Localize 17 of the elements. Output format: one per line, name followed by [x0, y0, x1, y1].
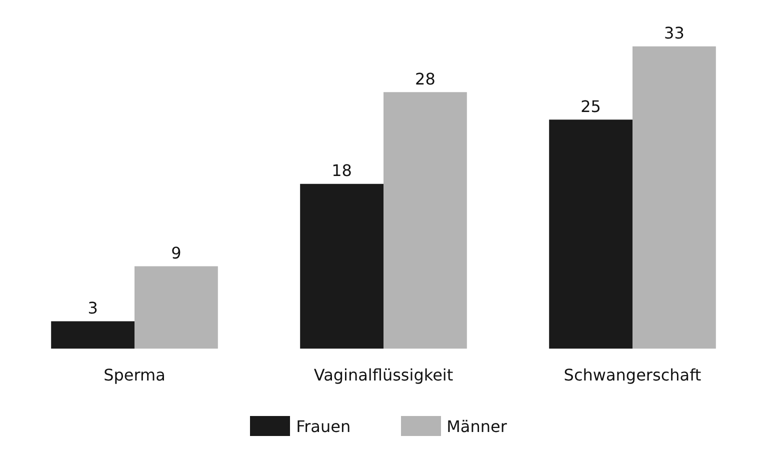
data-label: 3	[88, 298, 98, 318]
data-label: 33	[664, 23, 684, 42]
bar	[134, 266, 218, 349]
data-label: 25	[580, 96, 601, 116]
x-tick-label: Vaginalflüssigkeit	[314, 366, 454, 385]
bar	[300, 184, 384, 349]
bar	[384, 92, 467, 349]
data-label: 18	[332, 160, 352, 180]
data-label: 28	[415, 69, 436, 88]
legend-label: Männer	[446, 416, 507, 436]
x-tick-label: Schwangerschaft	[564, 366, 702, 385]
bar	[632, 46, 716, 349]
data-label: 9	[171, 243, 182, 262]
bar	[549, 120, 632, 349]
legend-label: Frauen	[296, 416, 351, 436]
x-tick-label: Sperma	[104, 366, 166, 385]
bar	[51, 321, 134, 349]
